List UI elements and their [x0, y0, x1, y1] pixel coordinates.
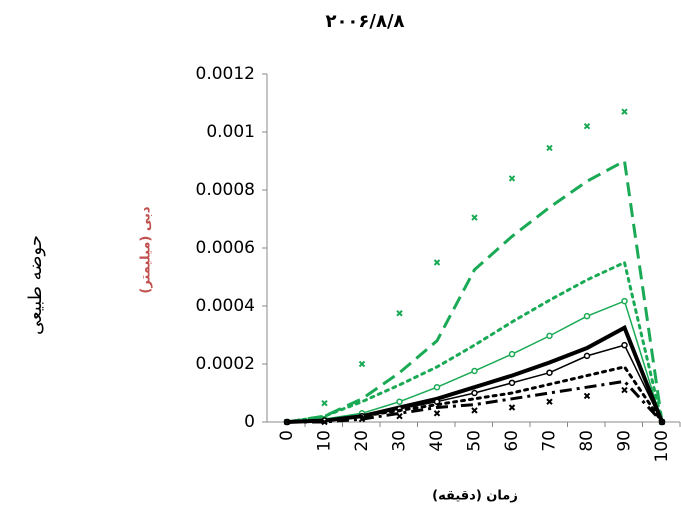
marker [621, 386, 628, 394]
marker [546, 332, 553, 340]
x-tick-label: 50 [465, 430, 485, 452]
series-line [286, 300, 663, 423]
marker [321, 418, 328, 426]
x-tick-label: 20 [352, 430, 372, 452]
x-tick-label: 100 [652, 430, 672, 462]
y-tick-label: 0.0008 [196, 180, 255, 200]
marker [583, 122, 591, 130]
x-axis-label: زمان (دقیقه) [432, 489, 518, 504]
marker [283, 418, 291, 426]
marker [508, 175, 516, 182]
marker [396, 310, 403, 317]
marker [358, 360, 366, 368]
marker [471, 214, 478, 221]
marker [508, 350, 516, 358]
x-tick-label: 80 [577, 430, 597, 452]
marker [508, 404, 516, 411]
marker [583, 352, 591, 360]
x-tick-label: 10 [315, 430, 335, 452]
marker [433, 259, 441, 266]
marker [621, 341, 628, 349]
y-tick-label: 0.001 [206, 122, 255, 142]
marker [396, 412, 403, 420]
x-tick-label: 70 [540, 430, 560, 452]
x-tick-label: 90 [615, 430, 635, 452]
marker [396, 398, 403, 405]
marker [508, 379, 516, 387]
chart-title: ۲۰۰۶/۸/۸ [325, 11, 404, 32]
marker [471, 407, 478, 414]
marker [658, 418, 666, 426]
y-tick-label: 0.0012 [196, 64, 255, 84]
marker [621, 297, 628, 305]
x-tick-label: 60 [502, 430, 522, 452]
x-tick-label: 0 [277, 430, 297, 441]
y-tick-label: 0.0004 [196, 296, 255, 316]
x-tick-label: 40 [427, 430, 447, 452]
x-tick-label: 30 [390, 430, 410, 452]
series-line [286, 158, 664, 424]
marker [471, 367, 478, 375]
y-tick-label: 0.0006 [196, 238, 255, 258]
marker [583, 312, 591, 320]
marker [546, 369, 553, 376]
series-line [285, 260, 664, 424]
marker [433, 410, 441, 417]
marker [358, 415, 366, 423]
side-label: حوضه طبیعی [25, 235, 46, 335]
marker [321, 399, 328, 407]
y-tick-label: 0 [244, 412, 255, 432]
series-line [285, 365, 664, 424]
marker [583, 392, 591, 400]
marker [546, 398, 553, 405]
marker [433, 383, 441, 391]
marker [621, 108, 628, 115]
y-tick-label: 0.0002 [196, 354, 255, 374]
marker [471, 389, 478, 397]
y-axis-label: دبی (میلیمتر) [139, 206, 154, 294]
marker [546, 144, 553, 152]
